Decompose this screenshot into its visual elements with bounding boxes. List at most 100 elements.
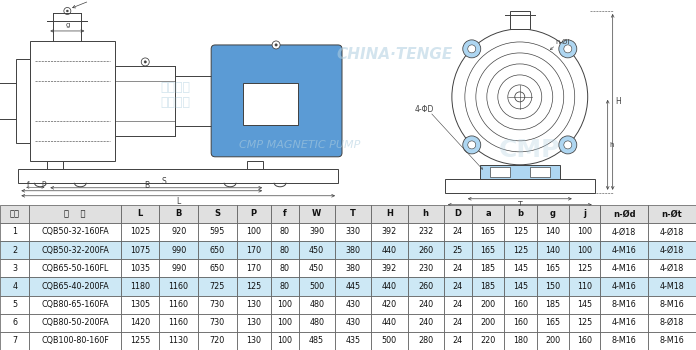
Bar <box>504 295 537 314</box>
Text: 100: 100 <box>277 336 292 345</box>
Bar <box>371 241 408 259</box>
Text: 5: 5 <box>12 300 17 309</box>
Bar <box>116 66 175 136</box>
Text: 1035: 1035 <box>130 264 150 273</box>
Bar <box>445 179 594 193</box>
Bar <box>271 259 299 277</box>
Circle shape <box>463 40 481 58</box>
Text: 1160: 1160 <box>168 318 189 327</box>
Bar <box>648 295 696 314</box>
Text: h: h <box>422 209 429 218</box>
Text: 24: 24 <box>453 318 463 327</box>
Bar <box>237 277 271 295</box>
Bar <box>648 314 696 332</box>
Bar <box>299 241 335 259</box>
Text: CQB80-50-200FA: CQB80-50-200FA <box>41 318 109 327</box>
Bar <box>120 241 159 259</box>
Text: 4-Ø18: 4-Ø18 <box>612 228 636 237</box>
Bar <box>537 314 569 332</box>
Circle shape <box>141 58 149 66</box>
Text: 7: 7 <box>12 336 17 345</box>
Bar <box>335 223 371 241</box>
Text: P: P <box>41 181 45 187</box>
Text: 100: 100 <box>577 246 592 255</box>
Text: W: W <box>312 209 322 218</box>
Bar <box>120 205 159 223</box>
Text: S: S <box>162 177 166 186</box>
Text: 165: 165 <box>546 264 560 273</box>
Bar <box>237 241 271 259</box>
Bar <box>569 277 600 295</box>
Text: 130: 130 <box>246 318 261 327</box>
Bar <box>17 59 31 143</box>
Bar <box>29 259 120 277</box>
Bar <box>600 241 648 259</box>
Bar <box>18 169 338 183</box>
Text: T: T <box>518 201 522 210</box>
Text: 24: 24 <box>453 264 463 273</box>
Text: 腾龙泵阀
版权所有: 腾龙泵阀 版权所有 <box>160 81 190 109</box>
Text: 180: 180 <box>513 336 528 345</box>
Bar <box>47 161 63 169</box>
Text: 130: 130 <box>246 300 261 309</box>
Text: 100: 100 <box>277 300 292 309</box>
Text: 500: 500 <box>309 282 324 291</box>
Bar <box>537 205 569 223</box>
Text: 4-M16: 4-M16 <box>612 264 636 273</box>
Bar <box>569 259 600 277</box>
Bar <box>371 223 408 241</box>
Text: CQB50-32-200FA: CQB50-32-200FA <box>41 246 109 255</box>
Bar <box>159 259 198 277</box>
Text: 3: 3 <box>13 264 17 273</box>
Bar <box>504 314 537 332</box>
Bar <box>408 295 444 314</box>
Text: 125: 125 <box>246 282 261 291</box>
Text: f: f <box>283 209 287 218</box>
Bar <box>335 314 371 332</box>
Text: 185: 185 <box>546 300 560 309</box>
Text: 1: 1 <box>13 228 17 237</box>
Text: 165: 165 <box>546 318 560 327</box>
Text: 125: 125 <box>513 228 528 237</box>
Bar <box>198 295 237 314</box>
Bar <box>271 205 299 223</box>
Text: 125: 125 <box>513 246 528 255</box>
Bar <box>569 241 600 259</box>
Bar <box>504 205 537 223</box>
Circle shape <box>498 75 541 119</box>
Text: 4: 4 <box>13 282 17 291</box>
Text: CQB65-40-200FA: CQB65-40-200FA <box>41 282 109 291</box>
Bar <box>237 314 271 332</box>
Text: 480: 480 <box>309 300 324 309</box>
Bar <box>472 295 504 314</box>
Bar <box>0 295 29 314</box>
Bar <box>271 241 299 259</box>
Text: n-ØI: n-ØI <box>555 39 570 45</box>
Bar <box>335 295 371 314</box>
Text: 1160: 1160 <box>168 282 189 291</box>
Bar <box>600 295 648 314</box>
Text: L: L <box>137 209 143 218</box>
Text: 165: 165 <box>480 228 496 237</box>
Bar <box>371 205 408 223</box>
Circle shape <box>66 10 68 12</box>
Bar <box>198 314 237 332</box>
Bar <box>237 332 271 350</box>
Bar <box>237 295 271 314</box>
Bar <box>408 241 444 259</box>
Bar <box>371 277 408 295</box>
Bar <box>159 241 198 259</box>
Bar <box>29 223 120 241</box>
Text: 420: 420 <box>382 300 397 309</box>
Text: CHINA·TENGE: CHINA·TENGE <box>337 48 453 62</box>
Text: T: T <box>350 209 356 218</box>
Bar <box>299 259 335 277</box>
Bar <box>648 241 696 259</box>
Bar <box>29 205 120 223</box>
Text: H: H <box>386 209 393 218</box>
Bar <box>299 295 335 314</box>
Text: 445: 445 <box>345 282 361 291</box>
Text: 24: 24 <box>453 336 463 345</box>
Text: 450: 450 <box>309 246 324 255</box>
Bar <box>648 223 696 241</box>
